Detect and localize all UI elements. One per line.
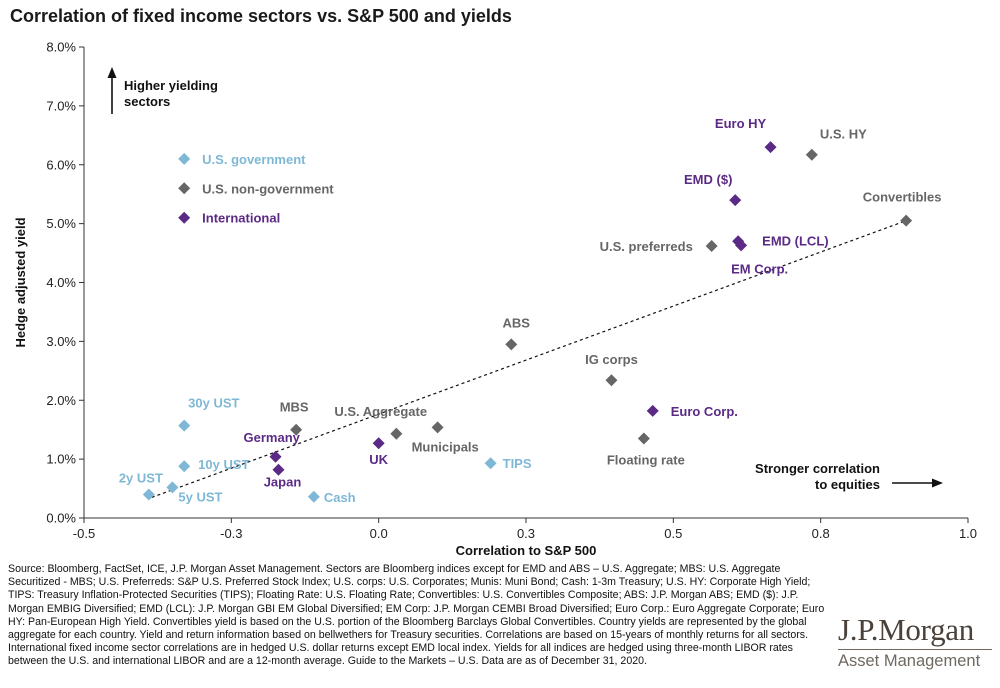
y-tick-label: 5.0% xyxy=(46,216,76,231)
annotation-higher-yield-line: sectors xyxy=(124,94,170,109)
point-2y-ust xyxy=(142,488,155,501)
right-arrow-head xyxy=(932,478,943,488)
y-tick-label: 2.0% xyxy=(46,393,76,408)
up-arrow-head xyxy=(107,67,117,78)
legend-label-u-s-government: U.S. government xyxy=(202,152,306,167)
point-label-floating-rate: Floating rate xyxy=(607,453,685,468)
point-30y-ust xyxy=(178,419,191,432)
point-label-10y-ust: 10y UST xyxy=(198,457,249,472)
y-tick-label: 6.0% xyxy=(46,157,76,172)
point-label-convertibles: Convertibles xyxy=(863,190,942,205)
x-tick-label: 0.8 xyxy=(812,526,830,541)
legend-label-international: International xyxy=(202,211,280,226)
point-label-30y-ust: 30y UST xyxy=(188,396,239,411)
point-u-s-aggregate xyxy=(390,427,403,440)
y-tick-label: 3.0% xyxy=(46,334,76,349)
point-u-s-hy xyxy=(805,148,818,161)
point-euro-hy xyxy=(764,141,777,154)
point-u-s-preferreds xyxy=(705,239,718,252)
legend-marker-international xyxy=(178,211,191,224)
annotation-correlation-line: to equities xyxy=(815,477,880,492)
point-label-2y-ust: 2y UST xyxy=(119,470,163,485)
annotation-higher-yield-line: Higher yielding xyxy=(124,78,218,93)
point-label-tips: TIPS xyxy=(503,456,532,471)
point-tips xyxy=(484,457,497,470)
point-label-5y-ust: 5y UST xyxy=(178,489,222,504)
point-label-germany: Germany xyxy=(244,430,301,445)
source-footnote: Source: Bloomberg, FactSet, ICE, J.P. Mo… xyxy=(8,563,825,668)
chart-title: Correlation of fixed income sectors vs. … xyxy=(10,6,512,26)
legend-marker-u-s-government xyxy=(178,152,191,165)
legend-marker-u-s-non-government xyxy=(178,182,191,195)
point-convertibles xyxy=(900,214,913,227)
y-tick-label: 1.0% xyxy=(46,452,76,467)
point-floating-rate xyxy=(637,432,650,445)
y-tick-label: 0.0% xyxy=(46,511,76,526)
y-tick-label: 4.0% xyxy=(46,275,76,290)
point-cash xyxy=(307,490,320,503)
x-tick-label: 1.0 xyxy=(959,526,977,541)
point-abs xyxy=(505,338,518,351)
point-label-ig-corps: IG corps xyxy=(585,352,638,367)
point-label-emd: EMD ($) xyxy=(684,172,732,187)
point-label-japan: Japan xyxy=(264,475,302,490)
point-euro-corp xyxy=(646,404,659,417)
point-label-emd-lcl: EMD (LCL) xyxy=(762,233,828,248)
point-japan xyxy=(272,463,285,476)
x-axis-label: Correlation to S&P 500 xyxy=(456,543,597,558)
y-axis-label: Hedge adjusted yield xyxy=(13,217,28,347)
y-tick-label: 7.0% xyxy=(46,98,76,113)
point-municipals xyxy=(431,421,444,434)
point-5y-ust xyxy=(166,481,179,494)
point-germany xyxy=(269,450,282,463)
x-tick-label: -0.5 xyxy=(73,526,95,541)
point-10y-ust xyxy=(178,460,191,473)
point-mbs xyxy=(290,423,303,436)
trendline xyxy=(151,220,907,498)
x-tick-label: 0.5 xyxy=(664,526,682,541)
point-label-u-s-hy: U.S. HY xyxy=(820,127,867,142)
point-label-abs: ABS xyxy=(503,315,531,330)
point-label-u-s-aggregate: U.S. Aggregate xyxy=(334,404,427,419)
jpmorgan-logo: J.P.Morgan Asset Management xyxy=(838,613,998,671)
scatter-chart: 0.0% 1.0% 2.0% 3.0% 4.0% 5.0% 6.0% 7.0% 8.0% -0.5… xyxy=(13,40,977,559)
point-emd xyxy=(729,194,742,207)
annotation-correlation-line: Stronger correlation xyxy=(755,461,880,476)
point-label-mbs: MBS xyxy=(280,400,309,415)
point-label-municipals: Municipals xyxy=(412,439,479,454)
point-label-euro-hy: Euro HY xyxy=(715,116,767,131)
logo-name: J.P.Morgan xyxy=(838,612,974,647)
y-tick-label: 8.0% xyxy=(46,40,76,55)
point-uk xyxy=(372,437,385,450)
point-label-em-corp: EM Corp. xyxy=(731,261,788,276)
logo-subtitle: Asset Management xyxy=(838,649,992,671)
legend-label-u-s-non-government: U.S. non-government xyxy=(202,181,334,196)
x-tick-label: 0.0 xyxy=(370,526,388,541)
point-label-u-s-preferreds: U.S. preferreds xyxy=(600,239,693,254)
x-tick-label: -0.3 xyxy=(220,526,242,541)
point-label-cash: Cash xyxy=(324,490,356,505)
point-em-corp xyxy=(735,239,748,252)
point-label-uk: UK xyxy=(369,452,388,467)
point-ig-corps xyxy=(605,374,618,387)
point-label-euro-corp: Euro Corp. xyxy=(671,404,738,419)
x-tick-label: 0.3 xyxy=(517,526,535,541)
